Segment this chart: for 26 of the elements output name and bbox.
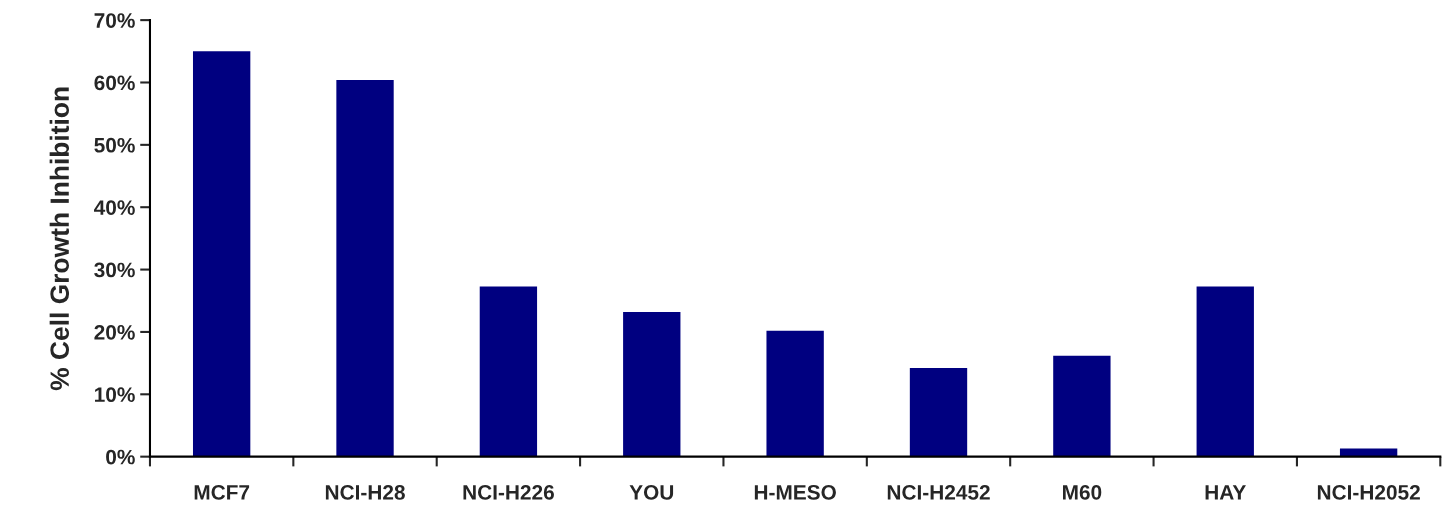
y-axis-title: % Cell Growth Inhibition (49, 87, 70, 391)
bar (766, 330, 824, 457)
x-tick-label: NCI-H226 (463, 484, 554, 500)
x-tick-label: NCI-H28 (325, 484, 405, 500)
y-tick-label: 60% (94, 75, 135, 91)
y-tick-label: 10% (95, 387, 135, 403)
y-tick-label: 70% (94, 13, 135, 28)
y-tick-label: 40% (94, 200, 135, 215)
x-tick-label: NCI-H2052 (1317, 484, 1420, 500)
bar (192, 51, 251, 457)
y-tick-label: 0% (106, 449, 135, 465)
bar (336, 79, 394, 457)
x-tick-label: NCI-H2452 (887, 484, 990, 500)
x-tick-label: H-MESO (754, 484, 836, 500)
x-tick-label: MCF7 (194, 484, 250, 500)
x-tick-label: M60 (1063, 484, 1102, 500)
y-tick-label: 30% (94, 262, 135, 278)
y-tick-label: 50% (94, 137, 135, 153)
bar (623, 311, 681, 457)
bar (479, 286, 538, 457)
y-tick-label: 20% (94, 324, 135, 340)
bar (1053, 355, 1111, 457)
bar (1196, 286, 1254, 457)
x-tick-label: YOU (629, 484, 674, 500)
bar (909, 368, 968, 457)
x-tick-label: HAY (1205, 485, 1246, 500)
